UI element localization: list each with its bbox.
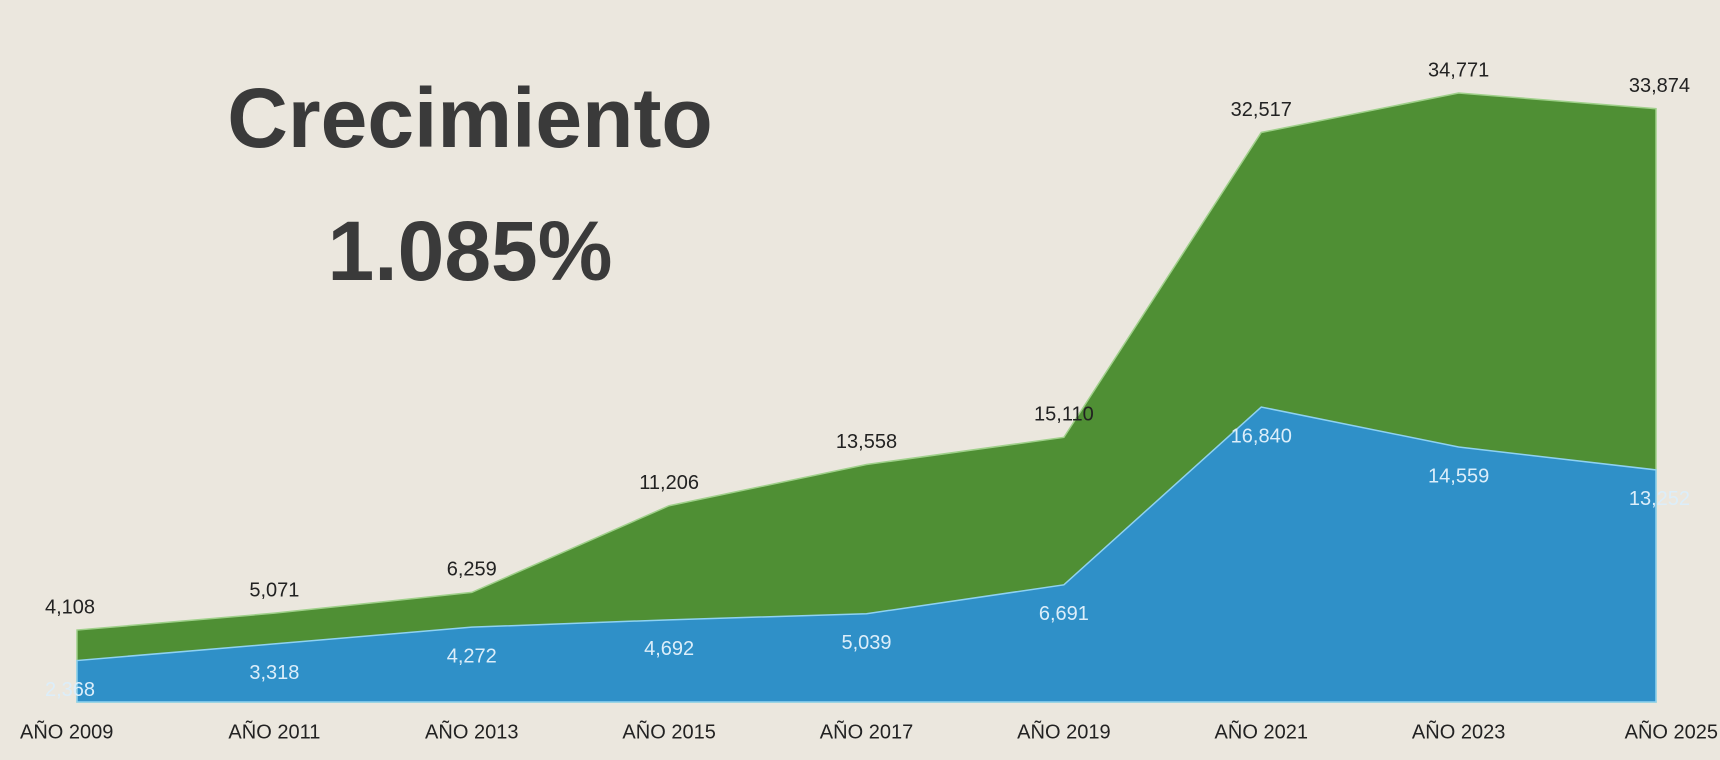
value-label: 5,039: [841, 632, 891, 654]
plot-area: [76, 92, 1657, 703]
x-tick-label: AÑO 2025: [1625, 719, 1718, 743]
value-label: 32,517: [1231, 99, 1292, 121]
x-tick-label: AÑO 2023: [1412, 719, 1505, 743]
chart-subtitle: 1.085%: [328, 204, 613, 298]
value-label: 15,110: [1034, 404, 1094, 426]
x-tick-label: AÑO 2009: [20, 719, 113, 743]
x-tick-label: AÑO 2011: [228, 719, 320, 743]
value-label: 33,874: [1629, 75, 1690, 97]
value-label: 16,840: [1231, 425, 1292, 447]
value-label: 11,206: [639, 472, 699, 494]
value-label: 13,252: [1629, 488, 1690, 510]
x-tick-label: AÑO 2019: [1017, 719, 1110, 743]
x-tick-label: AÑO 2017: [820, 719, 913, 743]
value-label: 6,691: [1039, 603, 1089, 625]
value-label: 13,558: [836, 431, 897, 453]
value-label: 2,368: [45, 679, 95, 701]
x-tick-label: AÑO 2013: [425, 719, 518, 743]
value-label: 5,071: [249, 579, 299, 601]
value-label: 4,272: [447, 645, 497, 667]
value-label: 3,318: [249, 662, 299, 684]
x-tick-label: AÑO 2021: [1215, 719, 1308, 743]
x-tick-label: AÑO 2015: [622, 719, 715, 743]
value-label: 4,692: [644, 638, 694, 660]
value-label: 34,771: [1428, 59, 1489, 81]
area: [76, 406, 1657, 703]
value-label: 6,259: [447, 559, 497, 581]
value-label: 14,559: [1428, 465, 1489, 487]
value-label: 4,108: [45, 596, 95, 618]
chart-title: Crecimiento: [227, 71, 712, 165]
